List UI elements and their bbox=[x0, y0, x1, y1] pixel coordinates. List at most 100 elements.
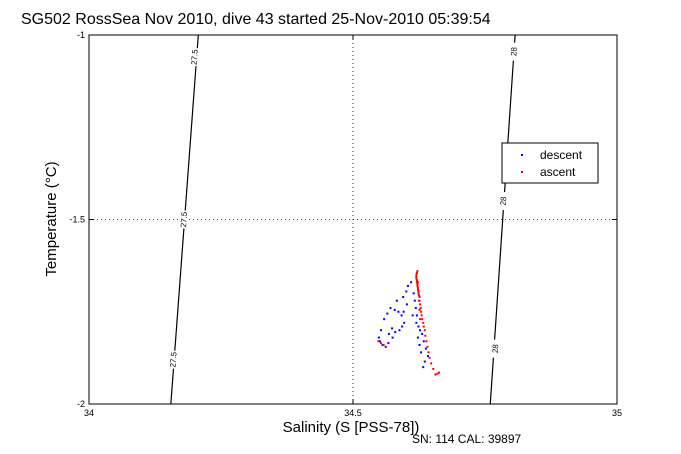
descent-point bbox=[401, 325, 404, 328]
ascent-point bbox=[415, 279, 418, 282]
descent-point bbox=[423, 360, 426, 363]
descent-point bbox=[405, 303, 408, 306]
descent-point bbox=[410, 281, 413, 284]
isopycnal-label: 28 bbox=[509, 46, 519, 56]
descent-point bbox=[383, 318, 386, 321]
ascent-point bbox=[416, 270, 419, 273]
isopycnal-label: 27.5 bbox=[190, 48, 200, 65]
descent-point bbox=[397, 310, 400, 313]
ascent-point bbox=[419, 303, 422, 306]
ascent-point bbox=[423, 329, 426, 332]
descent-point bbox=[387, 332, 390, 335]
descent-point bbox=[405, 290, 408, 293]
ascent-point bbox=[432, 367, 435, 370]
descent-point bbox=[387, 342, 390, 345]
legend: descent ascent bbox=[501, 142, 599, 184]
ascent-point bbox=[436, 372, 439, 375]
y-tick-label: -1 bbox=[77, 30, 85, 40]
descent-point bbox=[424, 347, 427, 350]
descent-point bbox=[377, 336, 380, 339]
descent-point bbox=[402, 310, 405, 313]
descent-point bbox=[386, 312, 389, 315]
descent-point bbox=[406, 284, 409, 287]
ascent-point bbox=[421, 318, 424, 321]
legend-label: descent bbox=[540, 148, 583, 162]
descent-point bbox=[381, 343, 384, 346]
descent-point bbox=[394, 331, 397, 334]
plot-area: 34 34.5 35 -2 -1.5 -1 27.5 27.5 27.5 28 28 28 bbox=[69, 30, 622, 418]
legend-label: ascent bbox=[540, 165, 576, 179]
ascent-point bbox=[377, 340, 380, 343]
ascent-point bbox=[416, 284, 419, 287]
ascent-point bbox=[419, 318, 422, 321]
isopycnal-label-bg bbox=[190, 48, 199, 67]
chart-title: SG502 RossSea Nov 2010, dive 43 started … bbox=[21, 11, 491, 28]
descent-point bbox=[415, 321, 418, 324]
ascent-point bbox=[430, 362, 433, 365]
ascent-point bbox=[418, 308, 421, 311]
ascent-point bbox=[422, 325, 425, 328]
legend-marker bbox=[521, 171, 523, 173]
descent-point bbox=[384, 345, 387, 348]
descent-point bbox=[419, 329, 422, 332]
descent-point bbox=[421, 332, 424, 335]
descent-point bbox=[420, 351, 423, 354]
ascent-point bbox=[427, 351, 430, 354]
ascent-point bbox=[382, 343, 385, 346]
descent-point bbox=[413, 299, 416, 302]
ascent-point bbox=[420, 314, 423, 317]
y-axis-label: Temperature (°C) bbox=[43, 161, 60, 276]
descent-point bbox=[379, 329, 382, 332]
ascent-point bbox=[438, 371, 441, 374]
descent-point bbox=[417, 325, 420, 328]
isopycnal-label: 28 bbox=[499, 196, 509, 206]
ascent-point bbox=[422, 321, 425, 324]
x-tick-label: 35 bbox=[612, 408, 622, 418]
serial-cal-label: SN: 114 CAL: 39897 bbox=[412, 432, 522, 446]
ascent-point bbox=[416, 281, 419, 284]
ascent-point bbox=[425, 340, 428, 343]
descent-point bbox=[398, 329, 401, 332]
isopycnal-label: 27.5 bbox=[179, 211, 189, 228]
isopycnal-label: 27.5 bbox=[168, 351, 178, 368]
descent-point bbox=[403, 321, 406, 324]
descent-point bbox=[411, 314, 414, 317]
descent-point bbox=[378, 340, 381, 343]
descent-point bbox=[415, 314, 418, 317]
ascent-point bbox=[415, 277, 418, 280]
isopycnal-label-bg bbox=[510, 42, 519, 61]
descent-point bbox=[412, 292, 415, 295]
x-axis-label: Salinity (S [PSS-78]) bbox=[283, 419, 420, 436]
descent-point bbox=[393, 308, 396, 311]
x-tick-label: 34 bbox=[84, 408, 94, 418]
ascent-point bbox=[379, 342, 382, 345]
descent-point bbox=[402, 295, 405, 298]
ascent-point bbox=[415, 272, 418, 275]
ascent-point bbox=[420, 310, 423, 313]
ascent-point bbox=[416, 286, 419, 289]
descent-point bbox=[416, 336, 419, 339]
isopycnal-label-bg bbox=[169, 350, 178, 369]
descent-point bbox=[400, 314, 403, 317]
ascent-point bbox=[428, 356, 431, 359]
descent-point bbox=[426, 355, 429, 358]
ascent-point bbox=[415, 281, 418, 284]
ascent-point bbox=[418, 299, 420, 302]
descent-point bbox=[422, 340, 425, 343]
descent-point bbox=[391, 327, 394, 330]
legend-box bbox=[501, 142, 599, 184]
ascent-point bbox=[417, 292, 420, 295]
ascent-point bbox=[415, 273, 418, 276]
legend-marker bbox=[521, 154, 523, 156]
isopycnal-label-bg bbox=[499, 192, 508, 211]
descent-point bbox=[389, 307, 392, 310]
descent-point bbox=[391, 336, 394, 339]
ascent-point bbox=[416, 283, 419, 286]
y-tick-label: -2 bbox=[77, 399, 85, 409]
isopycnal-label: 28 bbox=[491, 343, 501, 353]
descent-point bbox=[418, 343, 421, 346]
ascent-point bbox=[416, 288, 419, 291]
ascent-point bbox=[419, 307, 422, 310]
isopycnal-label-bg bbox=[491, 339, 500, 358]
